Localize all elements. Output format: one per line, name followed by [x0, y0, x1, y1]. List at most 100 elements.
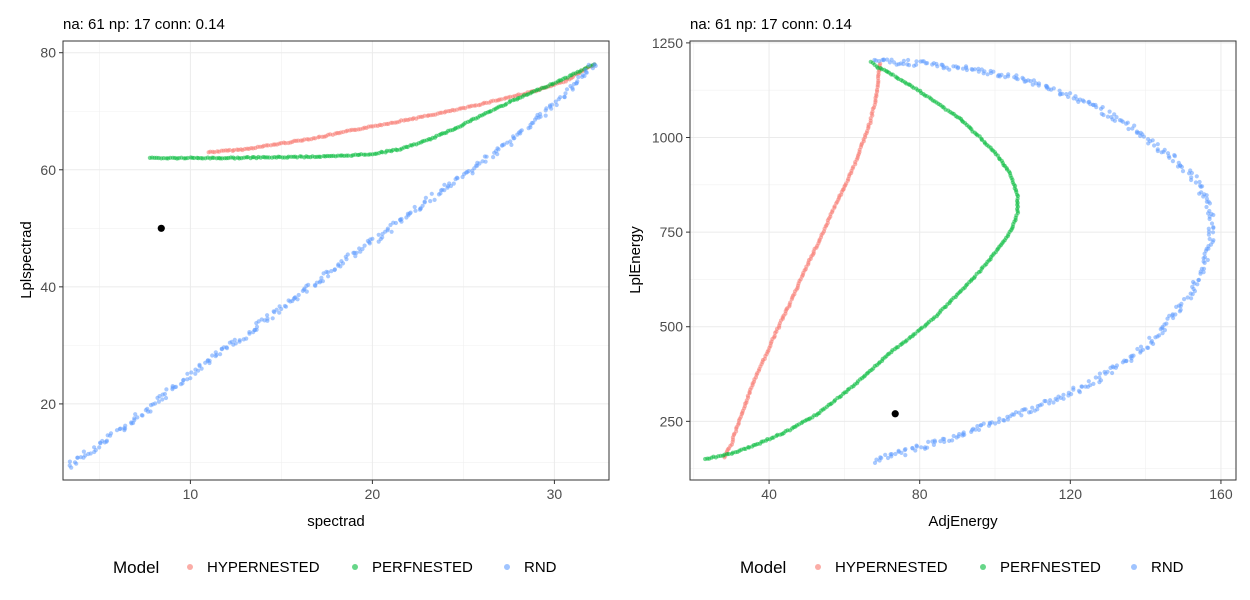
- data-point-perfnested: [346, 153, 351, 158]
- data-point-rnd: [1185, 295, 1190, 300]
- data-point-rnd: [1149, 339, 1154, 344]
- data-point-rnd: [899, 450, 904, 455]
- data-point-rnd: [508, 139, 513, 144]
- data-point-rnd: [550, 102, 555, 107]
- data-point-rnd: [1080, 384, 1085, 389]
- data-point-perfnested: [726, 451, 731, 457]
- data-point-rnd: [1109, 115, 1114, 120]
- data-point-rnd: [543, 108, 548, 113]
- data-point-rnd: [1194, 174, 1199, 179]
- data-point-rnd: [529, 120, 535, 126]
- data-point-rnd: [1166, 154, 1171, 159]
- reference-point: [157, 224, 165, 232]
- data-point-rnd: [428, 199, 433, 204]
- data-point-rnd: [81, 449, 86, 454]
- spectrad-panel: 10 20 30 20 40 60 80 na: 61 np: 17 conn: 0.14 sp…: [18, 16, 610, 530]
- data-point-rnd: [232, 337, 237, 342]
- x-tick-label: 80: [912, 486, 928, 502]
- data-point-rnd: [1179, 301, 1184, 306]
- data-point-rnd: [903, 447, 908, 452]
- data-point-rnd: [353, 254, 358, 259]
- data-point-rnd: [1192, 289, 1197, 294]
- data-point-rnd: [448, 183, 454, 189]
- data-point-rnd: [592, 62, 597, 67]
- data-point-rnd: [108, 431, 114, 436]
- data-point-rnd: [210, 353, 215, 358]
- data-point-rnd: [1192, 281, 1197, 286]
- data-point-rnd: [1201, 266, 1207, 271]
- data-point-rnd: [256, 319, 261, 324]
- data-point-rnd: [259, 317, 264, 322]
- data-point-rnd: [1071, 96, 1076, 101]
- data-point-rnd: [568, 84, 573, 89]
- series-rnd: [872, 57, 1216, 465]
- y-tick-label: 500: [660, 319, 684, 335]
- data-point-rnd: [519, 128, 524, 133]
- x-axis-label: AdjEnergy: [928, 513, 998, 530]
- data-point-rnd: [1147, 335, 1152, 340]
- data-point-rnd: [563, 91, 568, 96]
- data-point-rnd: [553, 99, 558, 104]
- data-point-rnd: [1180, 169, 1186, 174]
- data-point-hypernested: [473, 103, 478, 108]
- data-point-rnd: [412, 204, 417, 210]
- data-point-rnd: [1097, 375, 1102, 380]
- data-point-rnd: [1030, 82, 1035, 87]
- data-point-rnd: [1196, 277, 1201, 282]
- data-point-rnd: [1204, 196, 1209, 201]
- data-point-rnd: [518, 131, 523, 136]
- data-point-rnd: [357, 246, 362, 251]
- data-point-rnd: [153, 401, 158, 406]
- data-point-rnd: [496, 147, 501, 152]
- data-point-rnd: [1138, 350, 1143, 355]
- data-point-rnd: [1048, 398, 1053, 403]
- data-point-rnd: [1178, 307, 1183, 312]
- series-perfnested: [703, 59, 1021, 462]
- data-point-rnd: [380, 235, 385, 240]
- data-point-rnd: [1126, 126, 1131, 132]
- legend-title: Model: [113, 558, 159, 577]
- data-point-rnd: [1068, 91, 1073, 96]
- data-point-rnd: [1035, 407, 1040, 412]
- data-point-rnd: [1206, 226, 1211, 231]
- data-point-rnd: [586, 62, 591, 67]
- data-point-rnd: [993, 421, 998, 426]
- data-point-rnd: [1027, 410, 1032, 415]
- data-point-rnd: [1132, 123, 1137, 128]
- data-point-rnd: [1076, 388, 1082, 393]
- data-point-rnd: [1003, 75, 1008, 80]
- data-point-rnd: [1117, 118, 1122, 123]
- data-point-rnd: [254, 324, 260, 329]
- data-point-perfnested: [192, 155, 197, 161]
- legend-label-perfnested: PERFNESTED: [372, 559, 473, 576]
- data-point-rnd: [1122, 358, 1127, 363]
- data-point-rnd: [247, 330, 252, 335]
- chart-title: na: 61 np: 17 conn: 0.14: [690, 16, 852, 33]
- legend-label-hypernested: HYPERNESTED: [207, 559, 320, 576]
- data-point-rnd: [78, 455, 83, 460]
- x-tick-label: 40: [761, 486, 777, 502]
- data-point-rnd: [1066, 393, 1071, 398]
- data-point-rnd: [319, 275, 324, 280]
- data-point-rnd: [296, 292, 301, 298]
- data-point-rnd: [1055, 397, 1060, 403]
- data-point-rnd: [564, 87, 570, 92]
- data-point-rnd: [1189, 175, 1194, 180]
- data-point-rnd: [224, 345, 229, 350]
- data-point-rnd: [950, 438, 955, 443]
- data-point-rnd: [1201, 194, 1206, 199]
- data-point-rnd: [156, 399, 161, 404]
- data-point-rnd: [976, 427, 982, 432]
- chart-title: na: 61 np: 17 conn: 0.14: [63, 16, 225, 33]
- data-point-rnd: [880, 57, 885, 63]
- series-hypernested: [722, 61, 883, 460]
- x-tick-label: 10: [183, 486, 199, 502]
- data-point-rnd: [1157, 333, 1162, 338]
- legend-key-rnd: [1131, 564, 1137, 570]
- data-point-rnd: [1091, 381, 1096, 386]
- data-point-rnd: [329, 269, 334, 274]
- data-point-rnd: [926, 439, 931, 444]
- data-point-rnd: [338, 264, 343, 269]
- series-perfnested: [147, 62, 597, 161]
- data-point-rnd: [207, 358, 212, 363]
